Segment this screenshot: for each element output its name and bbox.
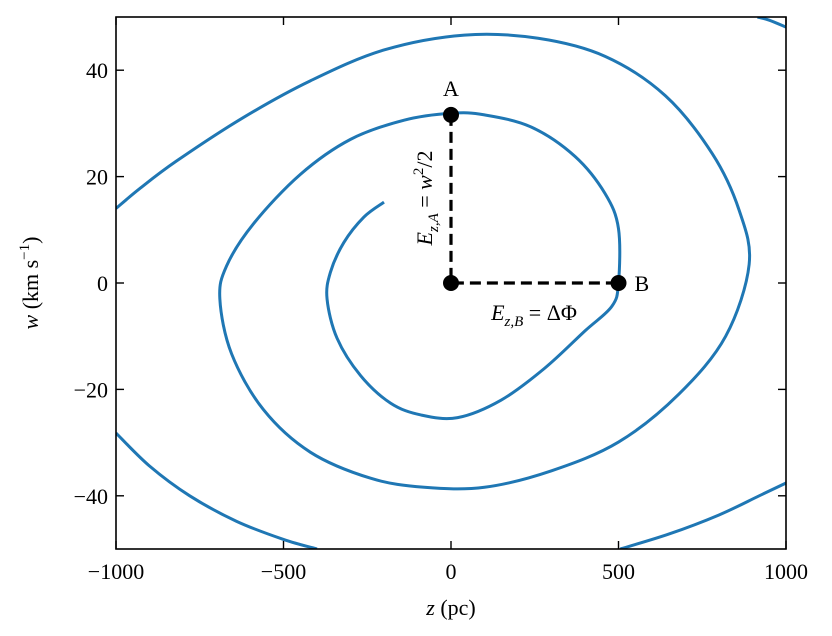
marker-layer: AB — [443, 76, 649, 296]
x-tick-label: −1000 — [88, 559, 144, 584]
spiral-curve-4 — [757, 17, 786, 29]
x-tick-label: 1000 — [764, 559, 808, 584]
x-axis-label: z (pc) — [425, 595, 475, 620]
tick-layer: −1000 −500 0 500 1000 −40 −20 0 20 40 — [74, 17, 808, 584]
marker-label-b: B — [635, 271, 650, 296]
x-tick-label: 0 — [446, 559, 457, 584]
x-tick-label: 500 — [602, 559, 635, 584]
annotation-energy-a: Ez,A = w2/2 — [411, 151, 442, 247]
spiral-curve-3 — [619, 481, 786, 549]
y-tick-label: 0 — [97, 271, 108, 296]
y-tick-label: 40 — [86, 58, 108, 83]
marker-label-a: A — [443, 76, 459, 101]
spiral-curve-2 — [116, 431, 318, 549]
y-tick-label: −20 — [74, 377, 108, 402]
marker-point-b — [610, 275, 627, 291]
series-layer — [116, 17, 786, 549]
energy-guide-line — [449, 114, 619, 285]
y-tick-label: −40 — [74, 484, 108, 509]
x-tick-label: −500 — [261, 559, 306, 584]
marker-point-origin — [443, 275, 459, 291]
y-axis-label: w (km s−1) — [17, 237, 43, 330]
spiral-curve-1 — [116, 32, 752, 491]
marker-point-a — [443, 106, 459, 123]
y-tick-label: 20 — [86, 165, 108, 190]
annotation-energy-b: Ez,B = ΔΦ — [490, 300, 577, 330]
